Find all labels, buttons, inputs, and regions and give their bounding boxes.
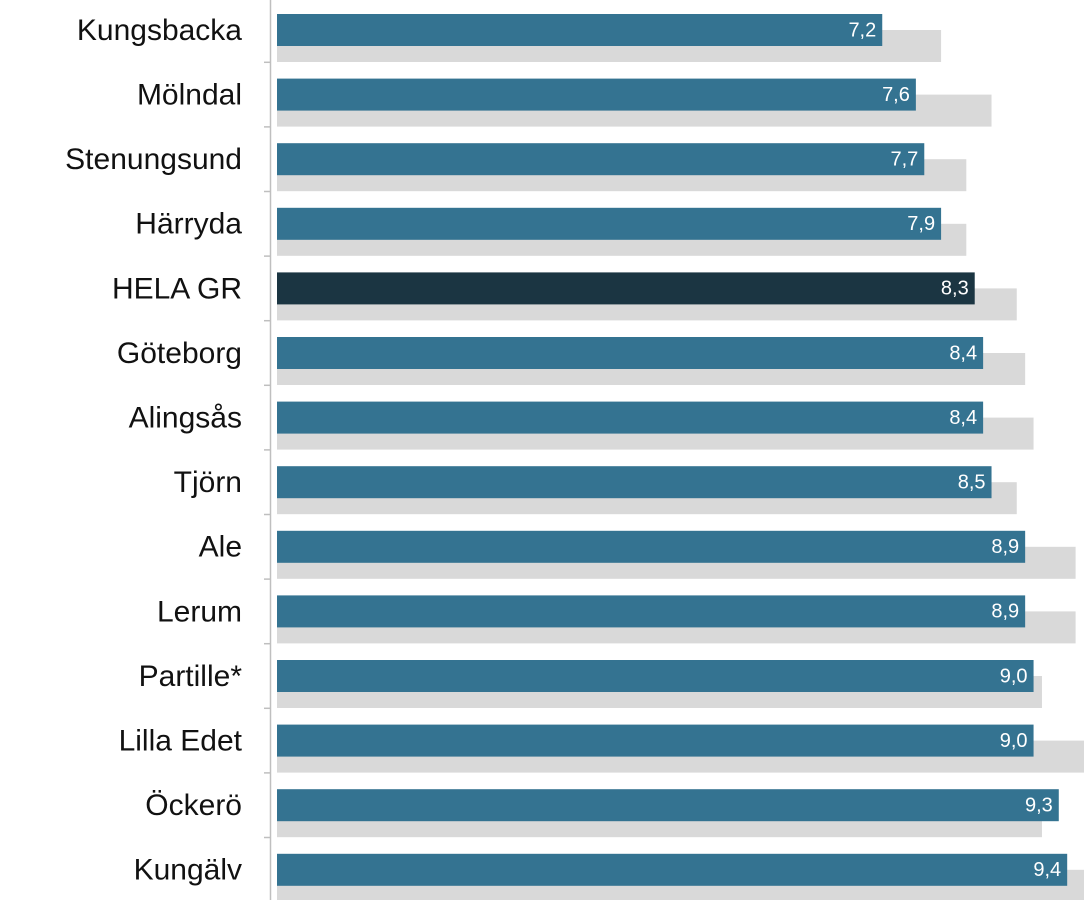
value-label: 8,4	[949, 407, 977, 429]
category-label: Göteborg	[117, 337, 242, 370]
value-label: 9,3	[1025, 794, 1053, 816]
bar	[277, 530, 1026, 563]
value-label: 7,7	[890, 148, 918, 170]
value-label: 8,5	[958, 471, 986, 493]
category-label: Ale	[199, 531, 242, 564]
bar	[277, 143, 925, 176]
value-label: 7,2	[848, 19, 876, 41]
category-label: Kungsbacka	[77, 14, 242, 47]
category-label: Partille*	[139, 660, 243, 693]
value-label: 8,3	[941, 278, 969, 300]
category-label: Stenungsund	[65, 143, 242, 176]
category-label: Öckerö	[145, 789, 242, 822]
category-label: Tjörn	[174, 466, 242, 499]
value-label: 8,4	[949, 342, 977, 364]
value-label: 9,0	[1000, 665, 1028, 687]
category-label: Kungälv	[134, 854, 242, 887]
bar	[277, 466, 992, 499]
category-label: Lilla Edet	[119, 725, 243, 758]
bar	[277, 595, 1026, 628]
bar	[277, 272, 975, 305]
bar	[277, 14, 883, 46]
category-label: Alingsås	[129, 402, 242, 435]
bar	[277, 337, 984, 369]
value-label: 8,9	[991, 536, 1019, 558]
bar	[277, 853, 1068, 886]
category-label: HELA GR	[112, 272, 242, 305]
value-label: 9,4	[1033, 859, 1061, 881]
bar	[277, 401, 984, 434]
value-label: 9,0	[1000, 730, 1028, 752]
bar	[277, 660, 1034, 692]
bar	[277, 207, 942, 240]
category-label: Lerum	[157, 595, 242, 628]
category-label: Härryda	[135, 208, 242, 241]
bar	[277, 789, 1059, 822]
category-label: Mölndal	[137, 79, 242, 112]
value-label: 7,6	[882, 84, 910, 106]
value-label: 7,9	[907, 213, 935, 235]
value-label: 8,9	[991, 601, 1019, 623]
bar	[277, 78, 916, 111]
bar	[277, 724, 1034, 757]
